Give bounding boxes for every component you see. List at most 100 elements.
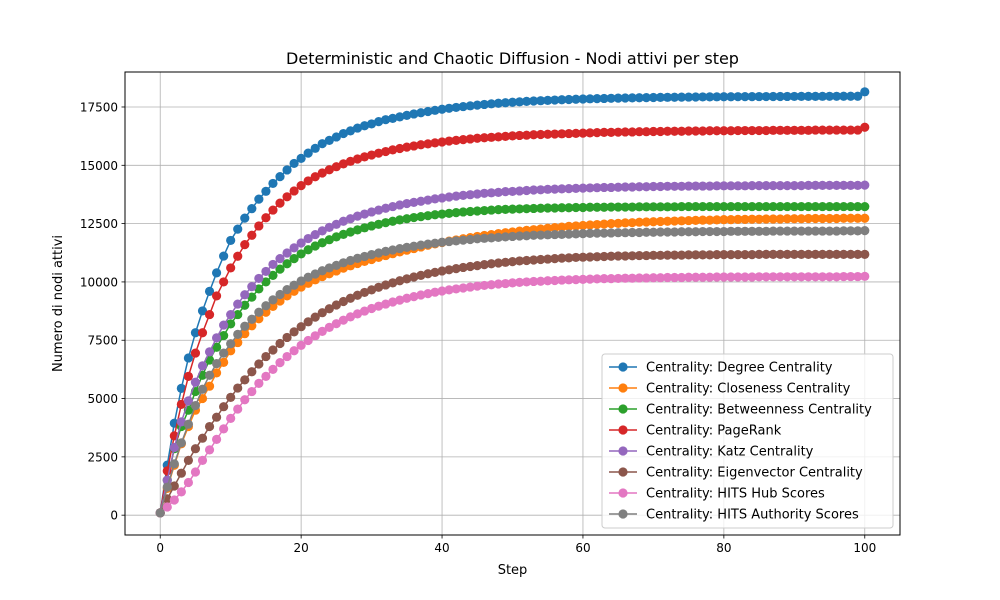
x-tick-label: 20 bbox=[293, 541, 308, 555]
data-point bbox=[317, 139, 327, 149]
data-point bbox=[233, 309, 243, 320]
data-point bbox=[662, 250, 673, 260]
data-point bbox=[557, 203, 567, 213]
data-point bbox=[782, 91, 792, 102]
data-point bbox=[240, 213, 250, 223]
data-point bbox=[613, 251, 623, 261]
data-point bbox=[458, 235, 468, 245]
data-point bbox=[824, 272, 835, 282]
data-point bbox=[303, 176, 313, 186]
data-point bbox=[817, 201, 828, 212]
data-point bbox=[853, 226, 863, 236]
data-point bbox=[606, 182, 616, 193]
data-point bbox=[705, 215, 715, 225]
data-point bbox=[747, 92, 757, 102]
data-point bbox=[775, 214, 785, 224]
data-point bbox=[627, 251, 637, 261]
data-point bbox=[853, 213, 863, 223]
data-point bbox=[846, 249, 856, 259]
data-point bbox=[578, 220, 588, 231]
data-point bbox=[465, 261, 475, 272]
data-point bbox=[740, 250, 750, 260]
data-point bbox=[564, 229, 574, 239]
data-point bbox=[345, 293, 356, 303]
data-point bbox=[317, 238, 327, 248]
y-tick-label: 7500 bbox=[87, 334, 118, 348]
data-point bbox=[493, 232, 504, 242]
data-point bbox=[592, 274, 602, 284]
data-point bbox=[860, 249, 870, 259]
data-point bbox=[317, 226, 327, 236]
data-point bbox=[289, 254, 299, 264]
data-point bbox=[275, 338, 285, 349]
data-point bbox=[550, 229, 560, 240]
data-point bbox=[204, 445, 215, 455]
data-point bbox=[289, 280, 299, 290]
data-point bbox=[444, 136, 454, 146]
data-point bbox=[578, 229, 588, 239]
data-point bbox=[803, 226, 814, 236]
plot-area bbox=[124, 71, 901, 536]
data-point bbox=[444, 192, 454, 202]
data-point bbox=[240, 395, 250, 405]
series-layer bbox=[155, 87, 870, 518]
data-point bbox=[282, 332, 292, 343]
data-point bbox=[585, 94, 595, 104]
data-point bbox=[860, 87, 870, 97]
data-point bbox=[796, 125, 806, 135]
data-point bbox=[409, 241, 419, 251]
data-point bbox=[233, 404, 243, 414]
data-point bbox=[860, 226, 870, 236]
data-point bbox=[754, 180, 764, 191]
data-point bbox=[669, 126, 680, 136]
data-point bbox=[853, 249, 863, 259]
data-point bbox=[543, 276, 553, 286]
data-point bbox=[846, 201, 856, 212]
data-point bbox=[324, 304, 334, 314]
legend-item: Centrality: Eigenvector Centrality bbox=[609, 466, 863, 481]
data-point bbox=[860, 201, 870, 212]
data-point bbox=[204, 309, 215, 320]
data-point bbox=[662, 216, 673, 226]
data-point bbox=[296, 322, 306, 332]
data-point bbox=[655, 227, 666, 237]
data-point bbox=[740, 272, 750, 282]
data-point bbox=[782, 214, 792, 224]
data-point bbox=[761, 272, 771, 282]
data-point bbox=[219, 251, 229, 261]
data-point bbox=[564, 221, 574, 232]
data-point bbox=[831, 125, 842, 135]
data-point bbox=[839, 249, 849, 259]
data-point bbox=[796, 91, 806, 101]
data-point bbox=[846, 180, 856, 190]
data-point bbox=[529, 185, 539, 195]
data-point bbox=[472, 133, 482, 143]
data-point bbox=[451, 191, 461, 201]
data-point bbox=[761, 226, 771, 236]
data-point bbox=[627, 227, 637, 238]
data-point bbox=[705, 126, 715, 136]
y-tick-label: 0 bbox=[110, 509, 118, 523]
data-point bbox=[810, 91, 821, 101]
data-point bbox=[289, 346, 299, 356]
data-point bbox=[219, 357, 229, 367]
data-point bbox=[324, 222, 334, 232]
data-point bbox=[507, 278, 518, 288]
data-point bbox=[514, 97, 525, 107]
data-point bbox=[669, 250, 680, 260]
data-point bbox=[374, 248, 384, 258]
legend-marker bbox=[618, 383, 628, 393]
data-point bbox=[529, 230, 539, 240]
data-point bbox=[261, 213, 271, 223]
data-point bbox=[761, 249, 771, 259]
data-point bbox=[219, 402, 229, 412]
data-point bbox=[775, 91, 785, 102]
data-point bbox=[317, 266, 327, 276]
data-point bbox=[402, 274, 412, 284]
data-point bbox=[810, 125, 821, 135]
data-point bbox=[331, 232, 341, 242]
data-point bbox=[754, 272, 764, 282]
data-point bbox=[211, 268, 222, 278]
data-point bbox=[824, 249, 835, 259]
data-point bbox=[268, 295, 278, 305]
